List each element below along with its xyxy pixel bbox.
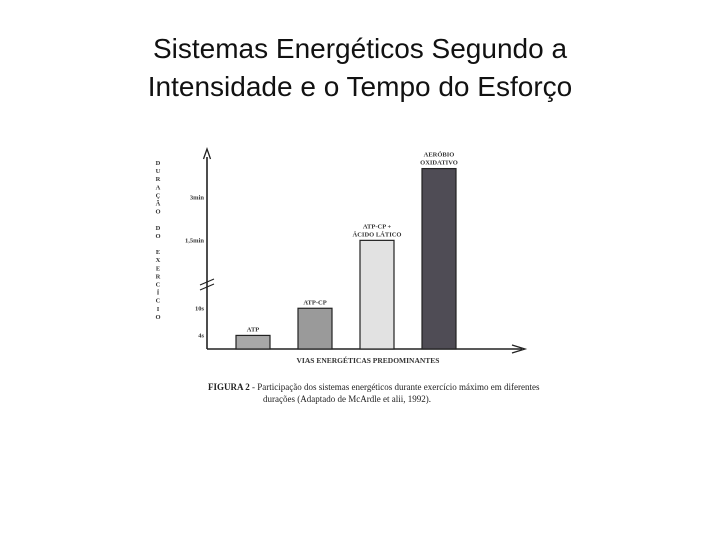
x-axis-arrow — [511, 344, 528, 354]
y-axis-label-letter: I — [157, 306, 160, 313]
y-axis-label-letter: A — [156, 184, 161, 191]
y-tick-label: 4s — [198, 332, 204, 339]
y-axis-label-letter: X — [156, 257, 161, 264]
x-axis-label: VIAS ENERGÉTICAS PREDOMINANTES — [297, 355, 440, 365]
y-axis-label-letter: Ç — [156, 192, 161, 199]
y-axis-label-letter: U — [156, 168, 161, 175]
bar-label: ATP — [247, 326, 260, 333]
title-line-2: Intensidade e o Tempo do Esforço — [147, 71, 573, 102]
y-axis-label-letter: D — [156, 225, 161, 232]
bar-labels: ATP ATP-CP ATP-CP +ÁCIDO LÁTICO AERÓBIOOXID… — [247, 151, 458, 334]
caption-label: FIGURA 2 — [208, 382, 250, 392]
y-axis-label-letter: E — [156, 265, 160, 272]
axis-break-mark — [199, 278, 215, 291]
y-axis-label-letter: R — [156, 273, 161, 280]
y-axis-arrow — [202, 147, 212, 160]
bar — [421, 167, 457, 350]
bars — [235, 167, 457, 350]
bar — [297, 307, 333, 350]
y-axis-label-letter: C — [156, 298, 161, 305]
y-ticks: 3min 1,5min 10s 4s — [185, 195, 204, 340]
figure-caption: FIGURA 2 - Participação dos sistemas ene… — [208, 381, 588, 405]
y-axis-label-letter: O — [155, 314, 160, 321]
bar — [235, 334, 271, 350]
bar — [359, 239, 395, 350]
bar-label: OXIDATIVO — [420, 160, 458, 167]
y-tick-label: 3min — [190, 195, 204, 202]
y-axis-label-letter: Í — [157, 289, 160, 297]
bar-label: ATP-CP + — [363, 223, 392, 230]
title-line-1: Sistemas Energéticos Segundo a — [152, 33, 568, 64]
caption-line-2: durações (Adaptado de McArdle et alii, 1… — [263, 394, 431, 404]
y-axis-label-letter: E — [156, 249, 160, 256]
bar-label: AERÓBIO — [424, 151, 455, 159]
y-tick-label: 10s — [195, 305, 205, 312]
y-axis-label-letter: Ã — [156, 200, 161, 208]
caption-line-1: - Participação dos sistemas energéticos … — [249, 382, 540, 392]
y-axis-label-letter: C — [156, 282, 161, 289]
y-axis-label-letter: R — [156, 176, 161, 183]
y-axis-label-letter: O — [155, 233, 160, 240]
y-axis-label-letter: D — [156, 160, 161, 167]
bar-label: ÁCIDO LÁTICO — [353, 230, 402, 238]
slide-title: Sistemas Energéticos Segundo a Intensida… — [0, 30, 720, 106]
y-axis-label-letter: O — [155, 209, 160, 216]
bar-label: ATP-CP — [303, 299, 326, 306]
y-tick-label: 1,5min — [185, 237, 204, 244]
